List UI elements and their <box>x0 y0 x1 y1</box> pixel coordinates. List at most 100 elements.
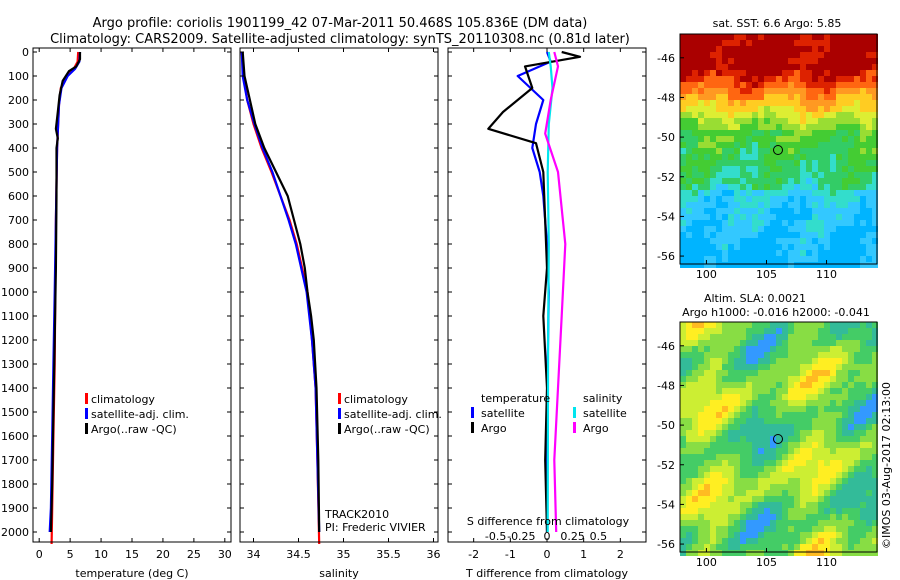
sla-cell <box>818 334 824 340</box>
sla-cell <box>746 502 752 508</box>
sst-cell <box>872 208 878 214</box>
sla-cell <box>848 544 854 550</box>
sst-cell <box>836 256 842 262</box>
sla-cell <box>758 376 764 382</box>
sst-cell <box>842 190 848 196</box>
sla-cell <box>686 514 692 520</box>
sst-cell <box>746 184 752 190</box>
sst-cell <box>836 82 842 88</box>
sst-cell <box>680 160 686 166</box>
sla-cell <box>698 550 704 556</box>
sla-cell <box>770 466 776 472</box>
sst-cell <box>722 208 728 214</box>
sla-cell <box>710 376 716 382</box>
sst-cell <box>740 220 746 226</box>
sla-cell <box>686 328 692 334</box>
lat-tick-label: -54 <box>657 498 675 511</box>
sla-cell <box>740 388 746 394</box>
sla-cell <box>800 352 806 358</box>
sla-cell <box>812 520 818 526</box>
sst-cell <box>770 88 776 94</box>
sst-cell <box>776 94 782 100</box>
sst-cell <box>716 106 722 112</box>
sst-cell <box>860 136 866 142</box>
sst-cell <box>806 226 812 232</box>
sla-cell <box>704 544 710 550</box>
sla-cell <box>752 412 758 418</box>
sst-cell <box>704 256 710 262</box>
sst-cell <box>716 196 722 202</box>
sla-cell <box>722 490 728 496</box>
sla-cell <box>830 430 836 436</box>
sla-cell <box>692 544 698 550</box>
sst-cell <box>728 88 734 94</box>
sla-cell <box>740 484 746 490</box>
sst-cell <box>752 142 758 148</box>
sla-cell <box>698 358 704 364</box>
sla-cell <box>848 526 854 532</box>
sst-heatmap <box>680 34 878 268</box>
sla-cell <box>692 508 698 514</box>
sla-cell <box>746 352 752 358</box>
sst-cell <box>764 220 770 226</box>
sst-cell <box>680 262 686 268</box>
sla-cell <box>866 460 872 466</box>
sst-cell <box>818 226 824 232</box>
sla-cell <box>848 346 854 352</box>
sla-cell <box>854 352 860 358</box>
sst-cell <box>764 172 770 178</box>
sst-cell <box>872 214 878 220</box>
sla-cell <box>716 358 722 364</box>
sst-cell <box>740 172 746 178</box>
sst-cell <box>860 208 866 214</box>
sla-cell <box>782 508 788 514</box>
sst-cell <box>752 226 758 232</box>
sst-cell <box>758 58 764 64</box>
sst-cell <box>746 262 752 268</box>
sla-cell <box>788 502 794 508</box>
sla-cell <box>824 334 830 340</box>
sst-cell <box>704 184 710 190</box>
sla-cell <box>704 442 710 448</box>
sla-cell <box>794 514 800 520</box>
sla-cell <box>686 388 692 394</box>
sst-cell <box>788 154 794 160</box>
sst-cell <box>722 196 728 202</box>
sla-cell <box>848 508 854 514</box>
sla-cell <box>728 412 734 418</box>
sla-cell <box>800 400 806 406</box>
sst-cell <box>842 94 848 100</box>
sst-cell <box>794 100 800 106</box>
sla-cell <box>770 454 776 460</box>
depth-tick-label: 0 <box>22 46 29 59</box>
sst-cell <box>794 208 800 214</box>
sla-cell <box>782 358 788 364</box>
sla-cell <box>794 466 800 472</box>
sst-cell <box>686 52 692 58</box>
sla-cell <box>710 508 716 514</box>
depth-tick-label: 1500 <box>1 406 29 419</box>
sla-cell <box>788 442 794 448</box>
sla-cell <box>788 430 794 436</box>
sst-cell <box>806 88 812 94</box>
sst-cell <box>848 64 854 70</box>
sla-cell <box>782 478 788 484</box>
sla-cell <box>734 520 740 526</box>
sla-cell <box>776 550 782 556</box>
sla-cell <box>866 490 872 496</box>
sst-cell <box>698 196 704 202</box>
sst-cell <box>794 226 800 232</box>
sla-cell <box>716 532 722 538</box>
sst-cell <box>818 34 824 40</box>
sla-cell <box>764 388 770 394</box>
difference-legend: temperature salinity satellite Argo sate… <box>471 392 627 435</box>
sst-cell <box>800 226 806 232</box>
sla-cell <box>692 328 698 334</box>
sst-cell <box>794 202 800 208</box>
sst-cell <box>818 112 824 118</box>
sst-cell <box>860 238 866 244</box>
sst-cell <box>782 178 788 184</box>
sla-cell <box>860 346 866 352</box>
sla-cell <box>842 490 848 496</box>
sla-cell <box>764 508 770 514</box>
